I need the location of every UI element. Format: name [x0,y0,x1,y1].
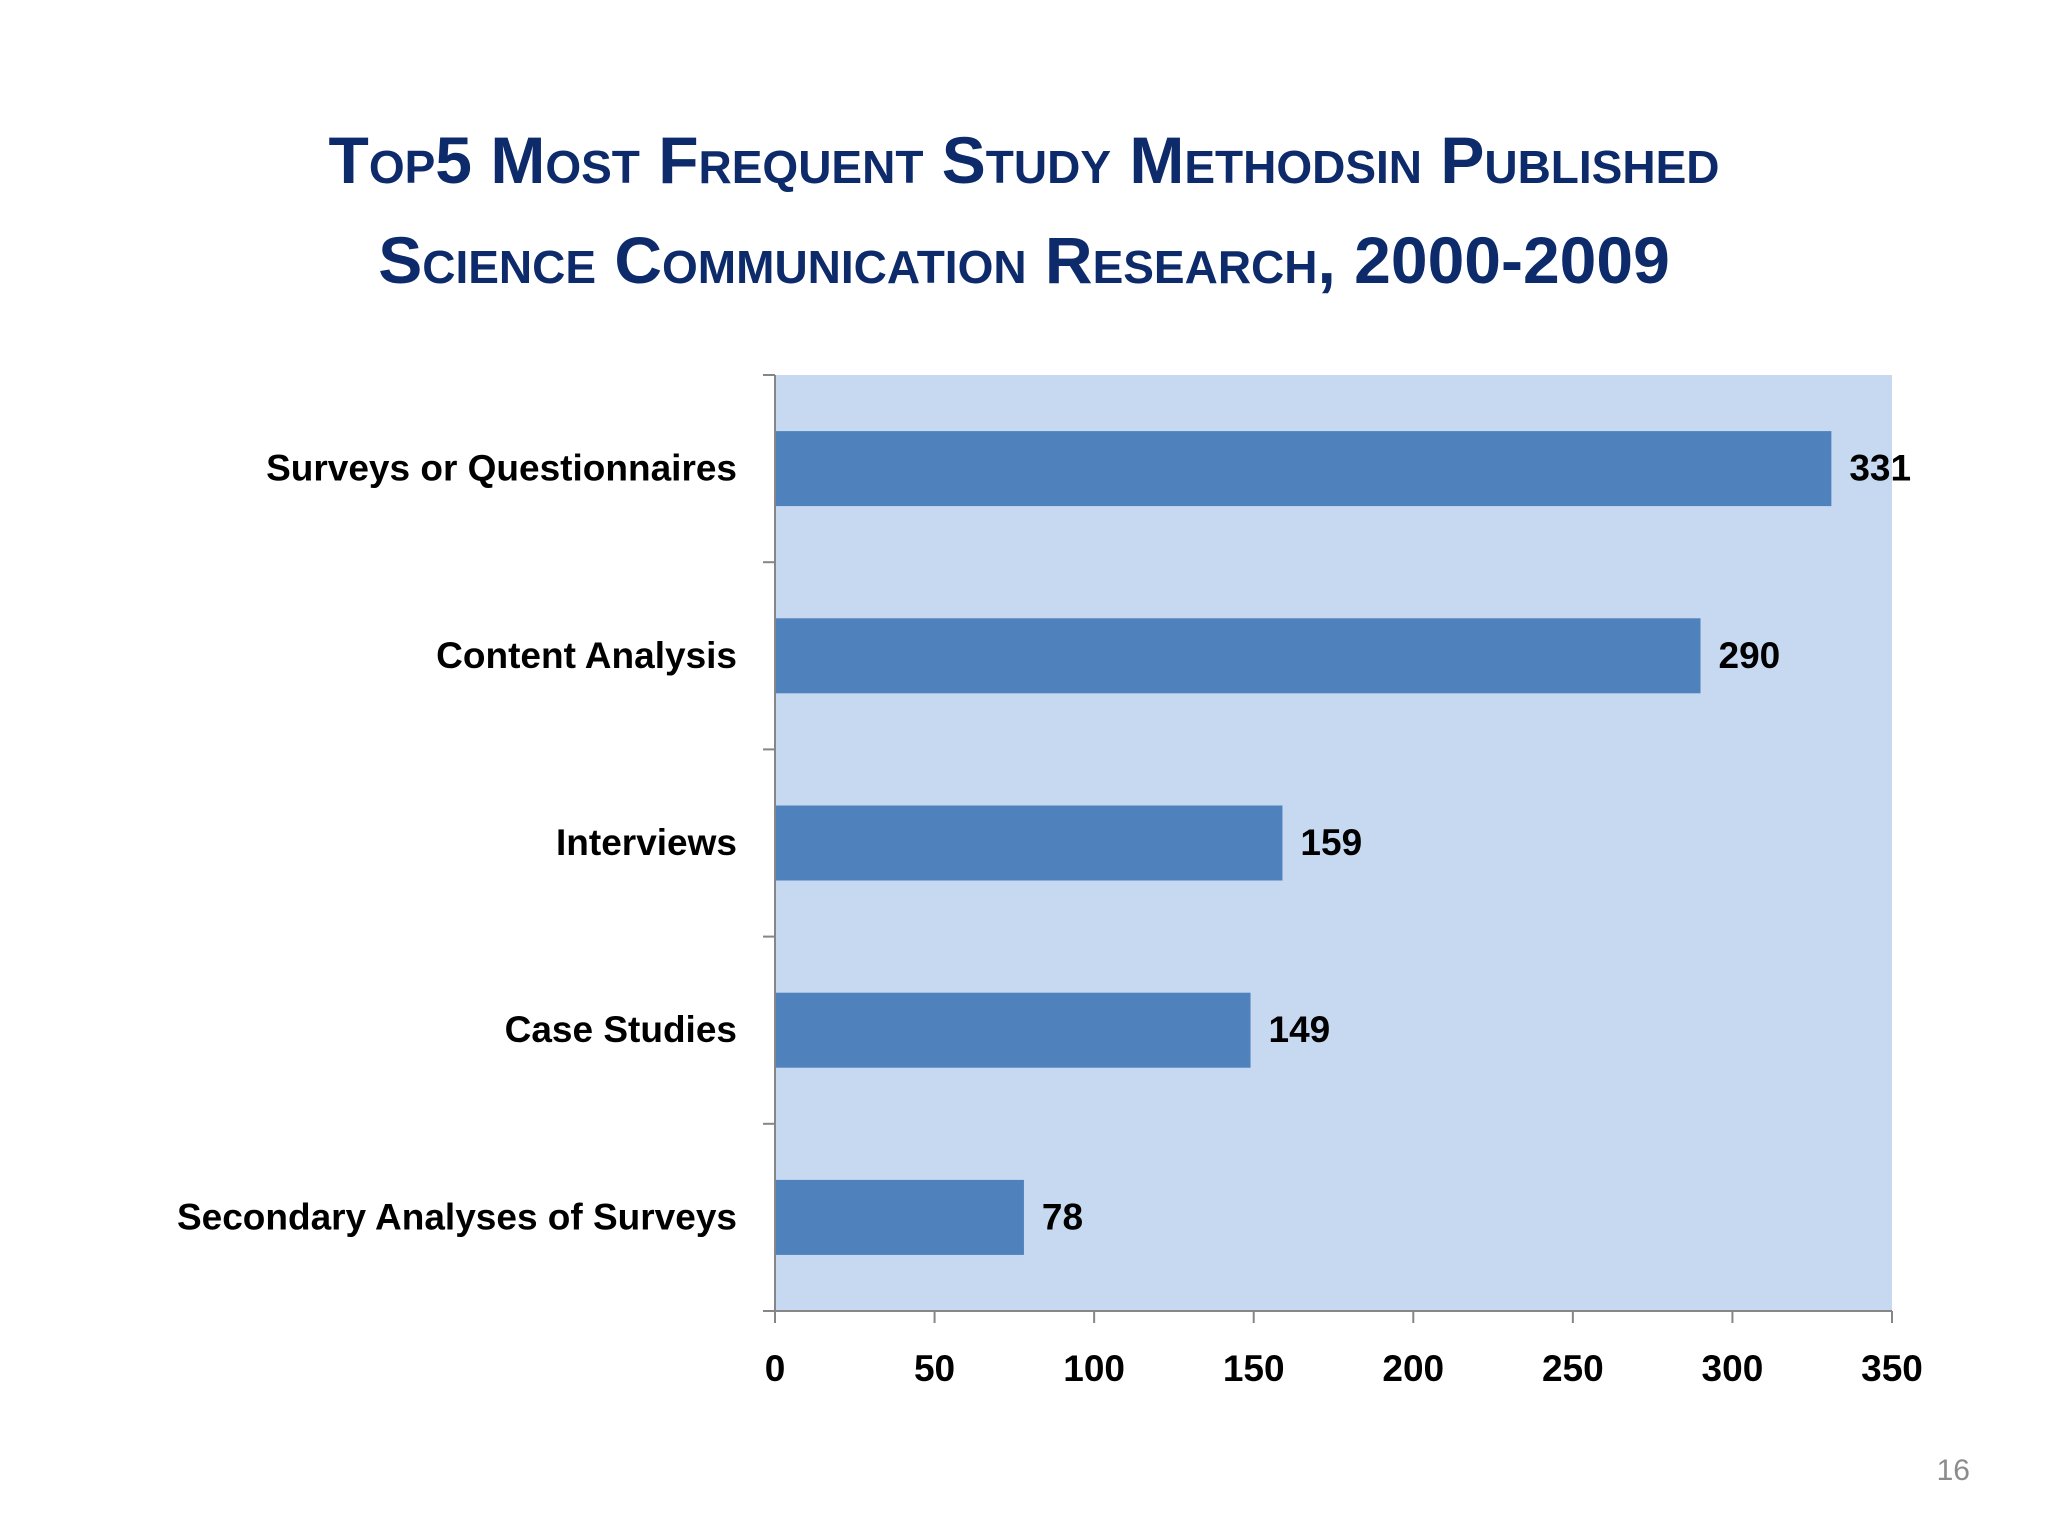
x-tick-label: 0 [765,1348,786,1389]
bar [775,992,1251,1068]
x-tick-label: 350 [1861,1348,1923,1389]
category-label: Secondary Analyses of Surveys [177,1196,737,1237]
data-label: 78 [1042,1196,1083,1237]
x-tick-label: 250 [1542,1348,1604,1389]
x-tick-label: 300 [1702,1348,1764,1389]
bar [775,805,1283,881]
data-label: 290 [1719,635,1781,676]
category-label: Content Analysis [436,635,737,676]
data-label: 149 [1269,1009,1331,1050]
category-label: Surveys or Questionnaires [266,448,737,489]
x-tick-label: 100 [1063,1348,1125,1389]
bar [775,1179,1024,1255]
slide-title-line-1: Top5 Most Frequent Study Methodsin Publi… [328,123,1720,197]
page-number: 16 [1936,1454,1970,1487]
category-label: Interviews [556,822,737,863]
bar [775,618,1701,694]
x-tick-label: 50 [914,1348,955,1389]
slide-title: Top5 Most Frequent Study Methodsin Publi… [0,110,2048,310]
bar [775,431,1832,507]
x-tick-label: 150 [1223,1348,1285,1389]
category-label: Case Studies [505,1009,737,1050]
data-label: 331 [1849,448,1911,489]
x-tick-label: 200 [1382,1348,1444,1389]
data-label: 159 [1300,822,1362,863]
slide-title-line-2: Science Communication Research, 2000-200… [378,223,1670,297]
